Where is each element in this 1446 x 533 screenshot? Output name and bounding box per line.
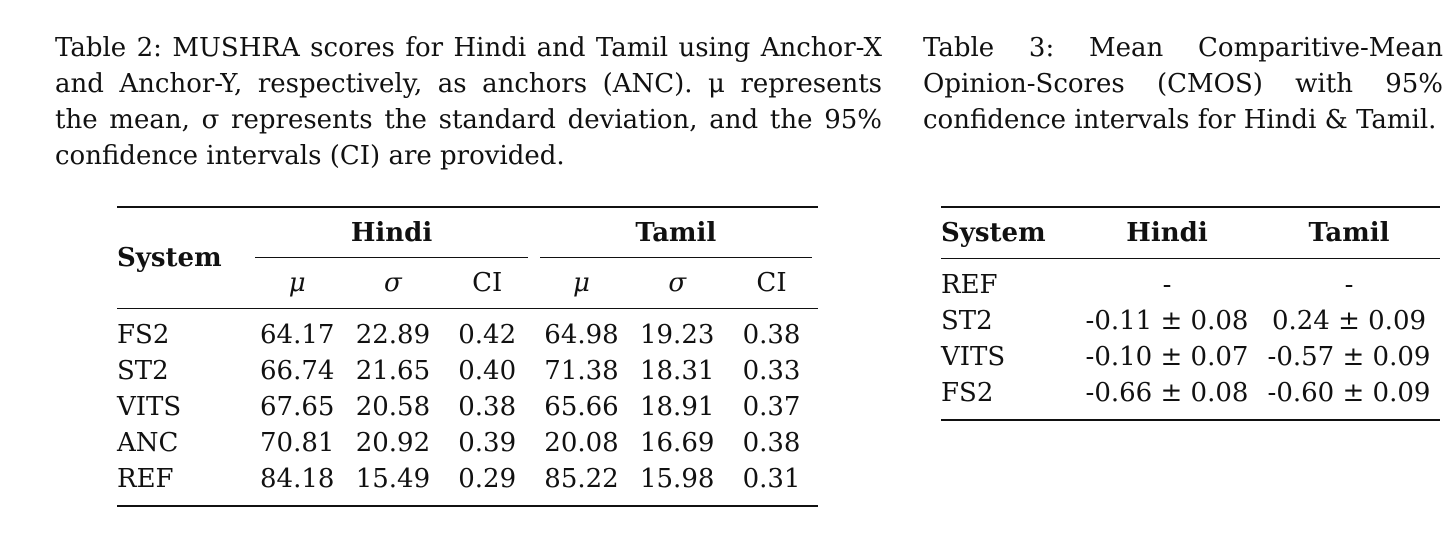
value-cell: 0.24 ± 0.09	[1271, 306, 1427, 336]
value-cell: 19.23	[639, 320, 715, 350]
value-cell: 16.69	[639, 428, 715, 458]
value-cell: 18.91	[639, 392, 715, 422]
system-cell: FS2	[117, 320, 170, 350]
table-row: FS2 64.17 22.89 0.42 64.98 19.23 0.38	[117, 309, 818, 354]
table-row: REF - -	[941, 259, 1440, 304]
header-tamil: Tamil	[534, 207, 818, 258]
header-hindi: Hindi	[1076, 207, 1258, 259]
value-cell: -	[1344, 270, 1354, 300]
system-cell: REF	[117, 464, 174, 494]
value-cell: 22.89	[355, 320, 431, 350]
subheader-mu: μ	[249, 258, 346, 309]
table-row: REF 84.18 15.49 0.29 85.22 15.98 0.31	[117, 461, 818, 506]
value-cell: 71.38	[544, 356, 619, 386]
value-cell: -0.10 ± 0.07	[1085, 342, 1249, 372]
system-cell: ANC	[117, 428, 179, 458]
value-cell: 64.17	[260, 320, 335, 350]
value-cell: 20.58	[355, 392, 431, 422]
header-system: System	[941, 207, 1076, 259]
system-cell: FS2	[941, 378, 994, 408]
cmos-table: System Hindi Tamil REF - - ST2 -0.11 ± 0.08 0…	[941, 206, 1440, 421]
system-cell: VITS	[941, 342, 1006, 372]
value-cell: -0.60 ± 0.09	[1267, 378, 1431, 408]
subheader-ci: CI	[725, 258, 818, 309]
value-cell: 15.49	[355, 464, 431, 494]
table-row: FS2 -0.66 ± 0.08 -0.60 ± 0.09	[941, 375, 1440, 420]
value-cell: 0.33	[742, 356, 801, 386]
value-cell: 85.22	[544, 464, 619, 494]
value-cell: 0.37	[742, 392, 801, 422]
value-cell: 67.65	[260, 392, 335, 422]
header-tamil: Tamil	[1258, 207, 1440, 259]
table3-caption: Table 3: Mean Comparitive-Mean Opinion-S…	[923, 33, 1443, 135]
value-cell: 70.81	[260, 428, 335, 458]
value-cell: -0.11 ± 0.08	[1085, 306, 1249, 336]
value-cell: 0.42	[458, 320, 517, 350]
value-cell: 20.08	[544, 428, 619, 458]
value-cell: 21.65	[355, 356, 431, 386]
table-row: ST2 -0.11 ± 0.08 0.24 ± 0.09	[941, 303, 1440, 339]
header-hindi: Hindi	[249, 207, 533, 258]
system-cell: ST2	[117, 356, 169, 386]
table-row: ST2 66.74 21.65 0.40 71.38 18.31 0.33	[117, 353, 818, 389]
value-cell: -0.66 ± 0.08	[1085, 378, 1249, 408]
value-cell: 66.74	[260, 356, 335, 386]
value-cell: 0.39	[458, 428, 517, 458]
value-cell: 65.66	[544, 392, 619, 422]
value-cell: -	[1162, 270, 1172, 300]
subheader-sigma: σ	[629, 258, 726, 309]
system-cell: REF	[941, 270, 998, 300]
value-cell: 0.38	[458, 392, 517, 422]
subheader-ci: CI	[440, 258, 534, 309]
table-row: VITS 67.65 20.58 0.38 65.66 18.91 0.37	[117, 389, 818, 425]
value-cell: 18.31	[639, 356, 715, 386]
value-cell: 15.98	[639, 464, 715, 494]
header-system: System	[117, 207, 250, 309]
subheader-sigma: σ	[345, 258, 441, 309]
mushra-table: System Hindi Tamil μ σ CI μ σ CI FS2 64.1…	[117, 206, 818, 507]
system-cell: ST2	[941, 306, 993, 336]
system-cell: VITS	[117, 392, 182, 422]
table-row: VITS -0.10 ± 0.07 -0.57 ± 0.09	[941, 339, 1440, 375]
value-cell: 0.31	[742, 464, 801, 494]
table-row: ANC 70.81 20.92 0.39 20.08 16.69 0.38	[117, 425, 818, 461]
value-cell: 0.29	[458, 464, 517, 494]
value-cell: 84.18	[260, 464, 335, 494]
value-cell: 0.38	[742, 428, 801, 458]
value-cell: 64.98	[544, 320, 619, 350]
subheader-mu: μ	[533, 258, 630, 309]
table2-caption: Table 2: MUSHRA scores for Hindi and Tam…	[55, 33, 882, 171]
value-cell: 0.40	[458, 356, 517, 386]
value-cell: -0.57 ± 0.09	[1267, 342, 1431, 372]
value-cell: 20.92	[355, 428, 431, 458]
value-cell: 0.38	[742, 320, 801, 350]
